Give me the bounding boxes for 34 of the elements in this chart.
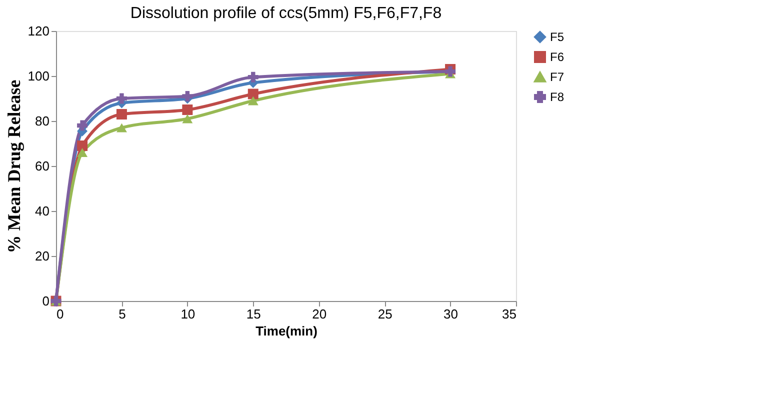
point bbox=[182, 91, 193, 102]
y-axis-title: % Mean Drug Release bbox=[4, 80, 24, 254]
x-tick-label: 0 bbox=[56, 306, 64, 322]
legend-label: F5 bbox=[550, 30, 564, 44]
y-tick-label: 100 bbox=[28, 68, 50, 84]
legend-label: F6 bbox=[550, 50, 564, 64]
point bbox=[116, 109, 127, 120]
point bbox=[77, 140, 88, 151]
y-tick-label: 60 bbox=[35, 158, 50, 174]
point bbox=[182, 114, 193, 124]
x-tick-label: 30 bbox=[444, 306, 458, 322]
point bbox=[182, 104, 193, 115]
y-tick-label: 20 bbox=[35, 248, 50, 264]
x-tick-label: 20 bbox=[312, 306, 327, 322]
y-tick-label: 80 bbox=[35, 114, 50, 128]
legend-label: F8 bbox=[550, 90, 564, 104]
point bbox=[116, 123, 127, 132]
x-axis-title: Time(min) bbox=[256, 324, 318, 338]
point bbox=[248, 72, 258, 82]
y-tick-label: 120 bbox=[28, 24, 50, 38]
y-tick-label: 40 bbox=[35, 204, 50, 218]
point bbox=[248, 88, 258, 100]
point bbox=[77, 120, 88, 131]
y-tick-label: 0 bbox=[42, 294, 50, 308]
legend-label: F7 bbox=[550, 70, 564, 84]
x-tick-label: 15 bbox=[246, 306, 261, 322]
x-tick-label: 25 bbox=[378, 306, 392, 322]
chart-title: Dissolution profile of ccs(5mm) F5,F6,F7,F8 bbox=[130, 5, 442, 22]
point bbox=[77, 148, 88, 158]
x-tick-label: 35 bbox=[502, 306, 516, 322]
point bbox=[116, 93, 127, 104]
point bbox=[248, 96, 258, 106]
x-tick-label: 10 bbox=[180, 306, 196, 322]
x-tick-label: 5 bbox=[118, 306, 126, 322]
